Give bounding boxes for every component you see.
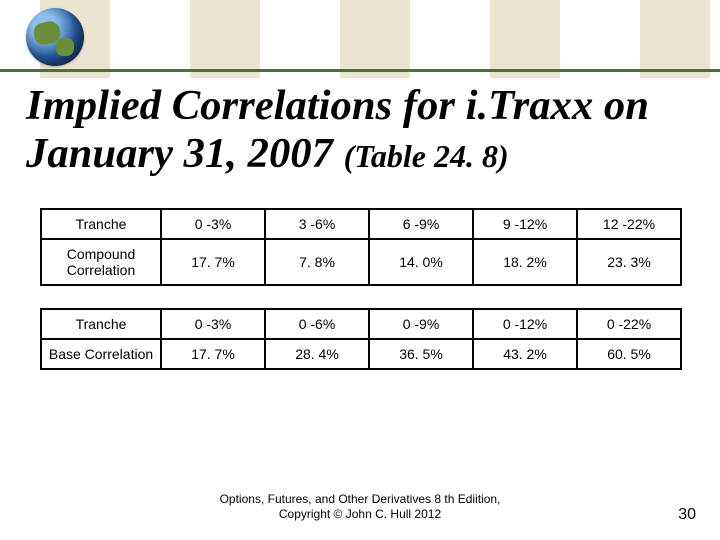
tables-area: Tranche 0 -3% 3 -6% 6 -9% 9 -12% 12 -22%… bbox=[0, 178, 720, 370]
table-cell: 18. 2% bbox=[473, 239, 577, 285]
table-row: Tranche 0 -3% 0 -6% 0 -9% 0 -12% 0 -22% bbox=[41, 309, 681, 339]
row-label: Compound Correlation bbox=[41, 239, 161, 285]
table-cell: 6 -9% bbox=[369, 209, 473, 239]
table-cell: 28. 4% bbox=[265, 339, 369, 369]
globe-icon bbox=[26, 8, 84, 66]
table-cell: 0 -3% bbox=[161, 209, 265, 239]
table-cell: 43. 2% bbox=[473, 339, 577, 369]
title-line2-paren: (Table 24. 8) bbox=[344, 138, 509, 174]
title-block: Implied Correlations for i.Traxx on Janu… bbox=[0, 78, 720, 178]
table-cell: 7. 8% bbox=[265, 239, 369, 285]
table-row: Tranche 0 -3% 3 -6% 6 -9% 9 -12% 12 -22% bbox=[41, 209, 681, 239]
footer-line1: Options, Futures, and Other Derivatives … bbox=[220, 492, 501, 506]
compound-correlation-table: Tranche 0 -3% 3 -6% 6 -9% 9 -12% 12 -22%… bbox=[40, 208, 682, 286]
table-cell: 0 -6% bbox=[265, 309, 369, 339]
table-cell: 17. 7% bbox=[161, 239, 265, 285]
row-label: Tranche bbox=[41, 209, 161, 239]
table-cell: 0 -22% bbox=[577, 309, 681, 339]
table-cell: 36. 5% bbox=[369, 339, 473, 369]
slide: Implied Correlations for i.Traxx on Janu… bbox=[0, 0, 720, 540]
row-label: Base Correlation bbox=[41, 339, 161, 369]
table-cell: 60. 5% bbox=[577, 339, 681, 369]
page-number: 30 bbox=[678, 506, 696, 524]
title-line1: Implied Correlations for i.Traxx on bbox=[26, 82, 649, 129]
footer-line2: Copyright © John C. Hull 2012 bbox=[279, 507, 441, 521]
table-cell: 23. 3% bbox=[577, 239, 681, 285]
table-cell: 14. 0% bbox=[369, 239, 473, 285]
slide-title: Implied Correlations for i.Traxx on Janu… bbox=[26, 82, 694, 178]
table-cell: 3 -6% bbox=[265, 209, 369, 239]
title-line2-main: January 31, 2007 bbox=[26, 130, 344, 177]
table-cell: 9 -12% bbox=[473, 209, 577, 239]
table-cell: 0 -12% bbox=[473, 309, 577, 339]
table-cell: 0 -3% bbox=[161, 309, 265, 339]
table-row: Base Correlation 17. 7% 28. 4% 36. 5% 43… bbox=[41, 339, 681, 369]
footer-copyright: Options, Futures, and Other Derivatives … bbox=[0, 492, 720, 522]
table-row: Compound Correlation 17. 7% 7. 8% 14. 0%… bbox=[41, 239, 681, 285]
row-label: Tranche bbox=[41, 309, 161, 339]
base-correlation-table: Tranche 0 -3% 0 -6% 0 -9% 0 -12% 0 -22% … bbox=[40, 308, 682, 370]
table-cell: 0 -9% bbox=[369, 309, 473, 339]
table-cell: 17. 7% bbox=[161, 339, 265, 369]
banner-strip bbox=[0, 0, 720, 78]
table-cell: 12 -22% bbox=[577, 209, 681, 239]
